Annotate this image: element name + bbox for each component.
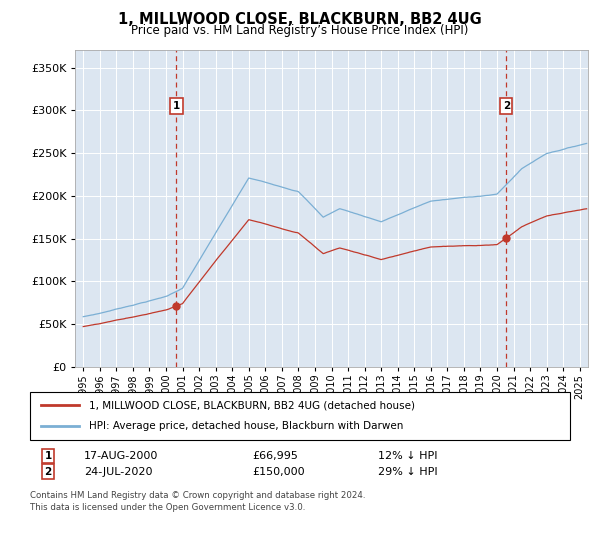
FancyBboxPatch shape xyxy=(30,392,570,440)
Text: 1: 1 xyxy=(173,101,180,111)
Text: 29% ↓ HPI: 29% ↓ HPI xyxy=(378,466,437,477)
Text: 12% ↓ HPI: 12% ↓ HPI xyxy=(378,451,437,461)
Text: HPI: Average price, detached house, Blackburn with Darwen: HPI: Average price, detached house, Blac… xyxy=(89,421,404,431)
Text: 1: 1 xyxy=(44,451,52,461)
Text: 2: 2 xyxy=(44,466,52,477)
Text: Price paid vs. HM Land Registry’s House Price Index (HPI): Price paid vs. HM Land Registry’s House … xyxy=(131,24,469,37)
Text: 1, MILLWOOD CLOSE, BLACKBURN, BB2 4UG: 1, MILLWOOD CLOSE, BLACKBURN, BB2 4UG xyxy=(118,12,482,27)
Text: £66,995: £66,995 xyxy=(252,451,298,461)
Text: £150,000: £150,000 xyxy=(252,466,305,477)
Text: 1, MILLWOOD CLOSE, BLACKBURN, BB2 4UG (detached house): 1, MILLWOOD CLOSE, BLACKBURN, BB2 4UG (d… xyxy=(89,400,415,410)
Text: 17-AUG-2000: 17-AUG-2000 xyxy=(84,451,158,461)
Text: 24-JUL-2020: 24-JUL-2020 xyxy=(84,466,152,477)
Text: Contains HM Land Registry data © Crown copyright and database right 2024.: Contains HM Land Registry data © Crown c… xyxy=(30,491,365,500)
Text: This data is licensed under the Open Government Licence v3.0.: This data is licensed under the Open Gov… xyxy=(30,503,305,512)
Text: 2: 2 xyxy=(503,101,510,111)
